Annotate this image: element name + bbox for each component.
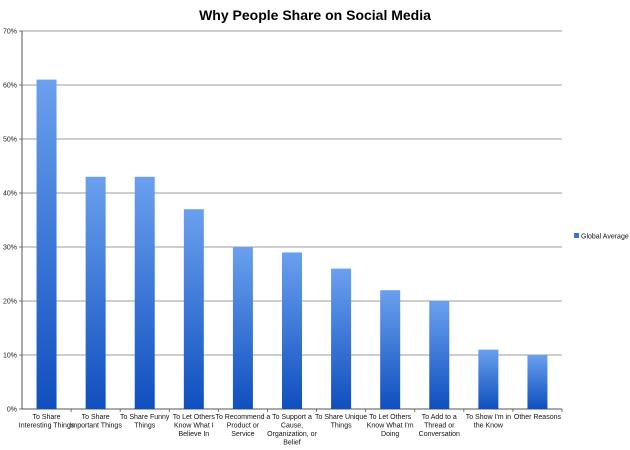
axes: 0% 10% 20% 30% 40% 50% 60% 70% (3, 29, 563, 414)
y-tick-label: 10% (3, 353, 17, 360)
x-tick-label: To Share Unique Things (315, 414, 367, 430)
chart-title: Why People Share on Social Media (199, 7, 431, 23)
legend-label: Global Average (581, 234, 629, 241)
bar (331, 268, 352, 409)
y-tick-label: 40% (3, 191, 17, 198)
bar (527, 355, 548, 409)
x-tick-label: To Show I'm in the Know (466, 414, 511, 430)
x-tick-label: To Recommend a Product or Service (215, 414, 270, 438)
bar (429, 301, 450, 409)
gridlines (22, 30, 562, 356)
y-tick-label: 60% (3, 83, 17, 90)
x-tick-label: To Let Others Know What I'm Doing (367, 414, 414, 438)
legend: Global Average (574, 233, 629, 241)
x-tick-label: To Share Interesting Things (19, 414, 75, 430)
x-tick-label: To Share Funny Things (120, 414, 170, 430)
y-tick-label: 20% (3, 299, 17, 306)
y-tick-label: 30% (3, 245, 17, 252)
legend-swatch (574, 233, 579, 238)
x-tick-label: To Support a Cause, Organization, or Belief (267, 414, 317, 447)
bar (478, 349, 499, 409)
bar (134, 176, 155, 409)
bar (36, 79, 57, 409)
bar (282, 252, 302, 409)
bar (85, 176, 106, 409)
x-tick-label: To Add to a Thread or Conversation (419, 414, 460, 438)
bar (183, 209, 204, 409)
x-tick-label: Other Reasons (514, 414, 562, 421)
bar (380, 290, 401, 409)
y-tick-label: 0% (7, 407, 17, 414)
x-tick-label: To Let Others Know What I Believe In (173, 414, 216, 438)
x-tick-label: To Share Important Things (69, 414, 122, 430)
bar (232, 247, 253, 409)
y-tick-label: 70% (3, 29, 17, 36)
y-tick-label: 50% (3, 137, 17, 144)
bars (36, 79, 548, 409)
